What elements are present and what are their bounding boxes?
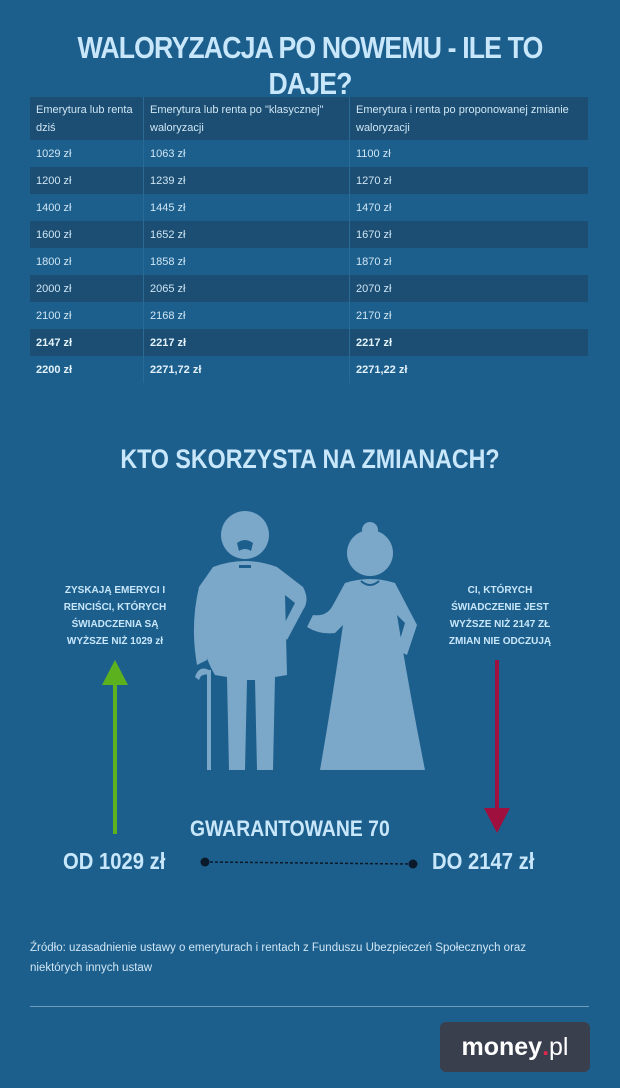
cell: 1800 zł	[30, 248, 144, 275]
cell: 1870 zł	[356, 255, 392, 268]
divider	[30, 1006, 589, 1007]
cell: 1400 zł	[30, 194, 144, 221]
column-header: Emerytura lub renta po "klasycznej" walo…	[143, 97, 350, 140]
cell: 2217 zł	[143, 329, 350, 356]
money-pl-logo: money. pl	[440, 1022, 590, 1072]
cell: 1063 zł	[143, 140, 350, 167]
cell: 1270 zł	[349, 167, 588, 194]
cell: 1100 zł	[356, 147, 391, 160]
cell: 2200 zł	[30, 356, 144, 383]
to-amount: DO 2147 zł	[432, 848, 535, 874]
right-note: CI, KTÓRYCH ŚWIADCZENIE JEST WYŻSZE NIŻ …	[448, 585, 552, 647]
cell: 2100 zł	[30, 302, 144, 329]
table-header-row: Emerytura lub renta dziś Emerytura lub r…	[30, 97, 588, 140]
table-row: 2000 zł 2065 zł 2070 zł	[30, 275, 588, 302]
cell: 2170 zł	[356, 309, 392, 322]
logo-suffix: pl	[549, 1032, 569, 1061]
table-row: 1800 zł 1858 zł 1870 zł	[30, 248, 588, 275]
cell: 1445 zł	[143, 194, 350, 221]
valorization-table: Emerytura lub renta dziś Emerytura lub r…	[30, 97, 588, 383]
table-row: 1600 zł 1652 zł 1670 zł	[30, 221, 588, 248]
cell: 2147 zł	[30, 329, 144, 356]
cell: 2000 zł	[30, 275, 144, 302]
source-note: Źródło: uzasadnienie ustawy o emeryturac…	[30, 942, 527, 974]
column-header: Emerytura i renta po proponowanej zmiani…	[349, 97, 588, 140]
cell: 2070 zł	[349, 275, 588, 302]
cell: 1200 zł	[30, 167, 144, 194]
section-title: KTO SKORZYSTA NA ZMIANACH?	[120, 444, 500, 474]
page-title: WALORYZACJA PO NOWEMU - ILE TO DAJE?	[77, 30, 544, 101]
table-row: 1200 zł 1239 zł 1270 zł	[30, 167, 588, 194]
guaranteed-label: GWARANTOWANE 70	[190, 816, 390, 841]
cell: 2065 zł	[143, 275, 350, 302]
cell: 1652 zł	[143, 221, 350, 248]
from-amount: OD 1029 zł	[63, 848, 166, 874]
cell: 1029 zł	[30, 140, 144, 167]
cell: 1470 zł	[356, 201, 392, 214]
left-note: ZYSKAJĄ EMERYCI I RENCIŚCI, KTÓRYCH ŚWIA…	[63, 585, 167, 647]
logo-text: money	[461, 1032, 543, 1061]
table-row: 2100 zł 2168 zł 2170 zł	[30, 302, 588, 329]
cell: 2168 zł	[143, 302, 350, 329]
table-row: 2147 zł 2217 zł 2217 zł	[30, 329, 588, 356]
cell: 2271,22 zł	[356, 363, 408, 376]
logo-dot: .	[542, 1032, 550, 1061]
elderly-couple-icon	[193, 511, 425, 770]
cell: 2217 zł	[349, 329, 588, 356]
column-header: Emerytura lub renta dziś	[30, 97, 144, 140]
table-row: 2200 zł 2271,72 zł 2271,22 zł	[30, 356, 588, 383]
up-arrow-icon	[102, 660, 128, 834]
cell: 1600 zł	[30, 221, 144, 248]
down-arrow-icon	[484, 660, 510, 833]
table-row: 1400 zł 1445 zł 1470 zł	[30, 194, 588, 221]
cell: 2271,72 zł	[143, 356, 350, 383]
range-line	[200, 857, 418, 869]
cell: 1239 zł	[143, 167, 350, 194]
cell: 1858 zł	[143, 248, 350, 275]
cell: 1670 zł	[349, 221, 588, 248]
table-row: 1029 zł 1063 zł 1100 zł	[30, 140, 588, 167]
